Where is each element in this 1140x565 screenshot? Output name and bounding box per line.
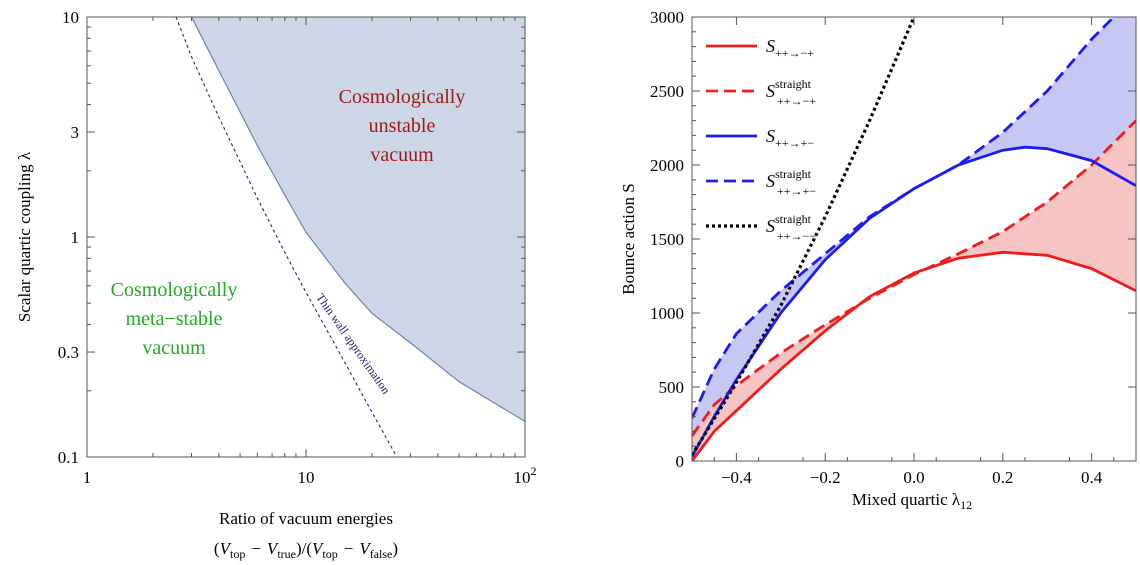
right-ticks: −0.4 −0.2 0.0 0.2 0.4 0 500 1000 1500 2000 2500 300… xyxy=(650,8,1136,487)
right-xtick-label: −0.2 xyxy=(810,468,841,487)
right-ytick-label: 1000 xyxy=(650,304,684,323)
legend-label-3: Sstraight ++→+− xyxy=(766,167,816,198)
unstable-region-fill xyxy=(191,17,525,422)
unstable-boundary-line xyxy=(190,17,525,423)
right-xtick-label: 0.2 xyxy=(992,468,1013,487)
left-ytick-label: 0.3 xyxy=(58,343,79,362)
series-line-1 xyxy=(692,119,1136,437)
xl2-top2: top xyxy=(322,547,337,561)
xl2-close: ) xyxy=(392,539,398,558)
right-xlabel-main: Mixed quartic λ xyxy=(852,490,961,509)
left-ytick-label: 0.1 xyxy=(58,448,79,467)
metastable-label-1: Cosmologically xyxy=(111,279,238,301)
legend-label-1: Sstraight ++→−+ xyxy=(766,77,816,108)
xl2-v4: V xyxy=(359,539,372,558)
right-series-lines xyxy=(692,17,1136,461)
right-xlabel-sub: 12 xyxy=(960,498,972,512)
xl2-open: ( xyxy=(214,539,220,558)
legend-label-4: Sstraight ++→−− xyxy=(766,212,816,243)
series-line-4 xyxy=(692,17,916,456)
right-chart: −0.4 −0.2 0.0 0.2 0.4 0 500 1000 1500 2000 2500 300… xyxy=(619,8,1137,512)
left-ticks: 1 10 102 0.1 0.3 1 3 10 xyxy=(58,8,537,487)
left-ytick-label: 10 xyxy=(62,8,79,27)
right-xtick-label: 0.0 xyxy=(903,468,924,487)
unstable-label-3: vacuum xyxy=(370,144,434,166)
thin-wall-line xyxy=(175,17,398,457)
right-ytick-label: 0 xyxy=(676,452,685,471)
right-xlabel: Mixed quartic λ12 xyxy=(852,490,972,512)
xl2-slash: )/( xyxy=(296,539,312,558)
legend-label-2: S++→+− xyxy=(766,126,814,150)
series-line-0 xyxy=(692,250,1136,461)
right-ylabel: Bounce action S xyxy=(619,183,638,294)
right-legend: S++→−+ Sstraight ++→−+ S++→+− Sstraight ++→+−… xyxy=(706,36,816,243)
right-ytick-label: 500 xyxy=(659,378,685,397)
left-xtick-label: 1 xyxy=(83,468,92,487)
legend-label-0: S++→−+ xyxy=(766,36,814,60)
xl2-false: false xyxy=(370,547,393,561)
left-xtick-label: 102 xyxy=(514,464,537,487)
left-xtick-label: 10 xyxy=(298,468,315,487)
red-band-fill xyxy=(692,120,1136,461)
left-ytick-label: 3 xyxy=(71,123,80,142)
left-ytick-label: 1 xyxy=(71,228,80,247)
left-ylabel: Scalar quartic coupling λ xyxy=(15,151,34,322)
left-chart: 1 10 102 0.1 0.3 1 3 10 Cosmologically unstable… xyxy=(15,8,537,561)
right-ytick-label: 2500 xyxy=(650,82,684,101)
right-ytick-label: 2000 xyxy=(650,156,684,175)
xl2-top1: top xyxy=(230,547,245,561)
xl2-v3: V xyxy=(312,539,325,558)
metastable-label-3: vacuum xyxy=(142,337,206,359)
xl2-minus2: − xyxy=(344,539,354,558)
left-xlabel-line2: (Vtop − Vtrue)/(Vtop − Vfalse) xyxy=(214,539,398,561)
unstable-label-2: unstable xyxy=(369,115,436,137)
xl2-minus1: − xyxy=(251,539,261,558)
left-xlabel-line1: Ratio of vacuum energies xyxy=(219,509,393,528)
right-ytick-label: 1500 xyxy=(650,230,684,249)
metastable-label-2: meta−stable xyxy=(126,308,223,330)
xl2-v1: V xyxy=(220,539,233,558)
blue-band-fill xyxy=(692,17,1136,457)
series-line-3 xyxy=(692,17,1115,419)
unstable-label-1: Cosmologically xyxy=(339,86,466,108)
xl2-v2: V xyxy=(267,539,280,558)
right-ytick-label: 3000 xyxy=(650,8,684,27)
right-xtick-label: 0.4 xyxy=(1081,468,1103,487)
xl2-true: true xyxy=(277,547,296,561)
right-xtick-label: −0.4 xyxy=(721,468,752,487)
